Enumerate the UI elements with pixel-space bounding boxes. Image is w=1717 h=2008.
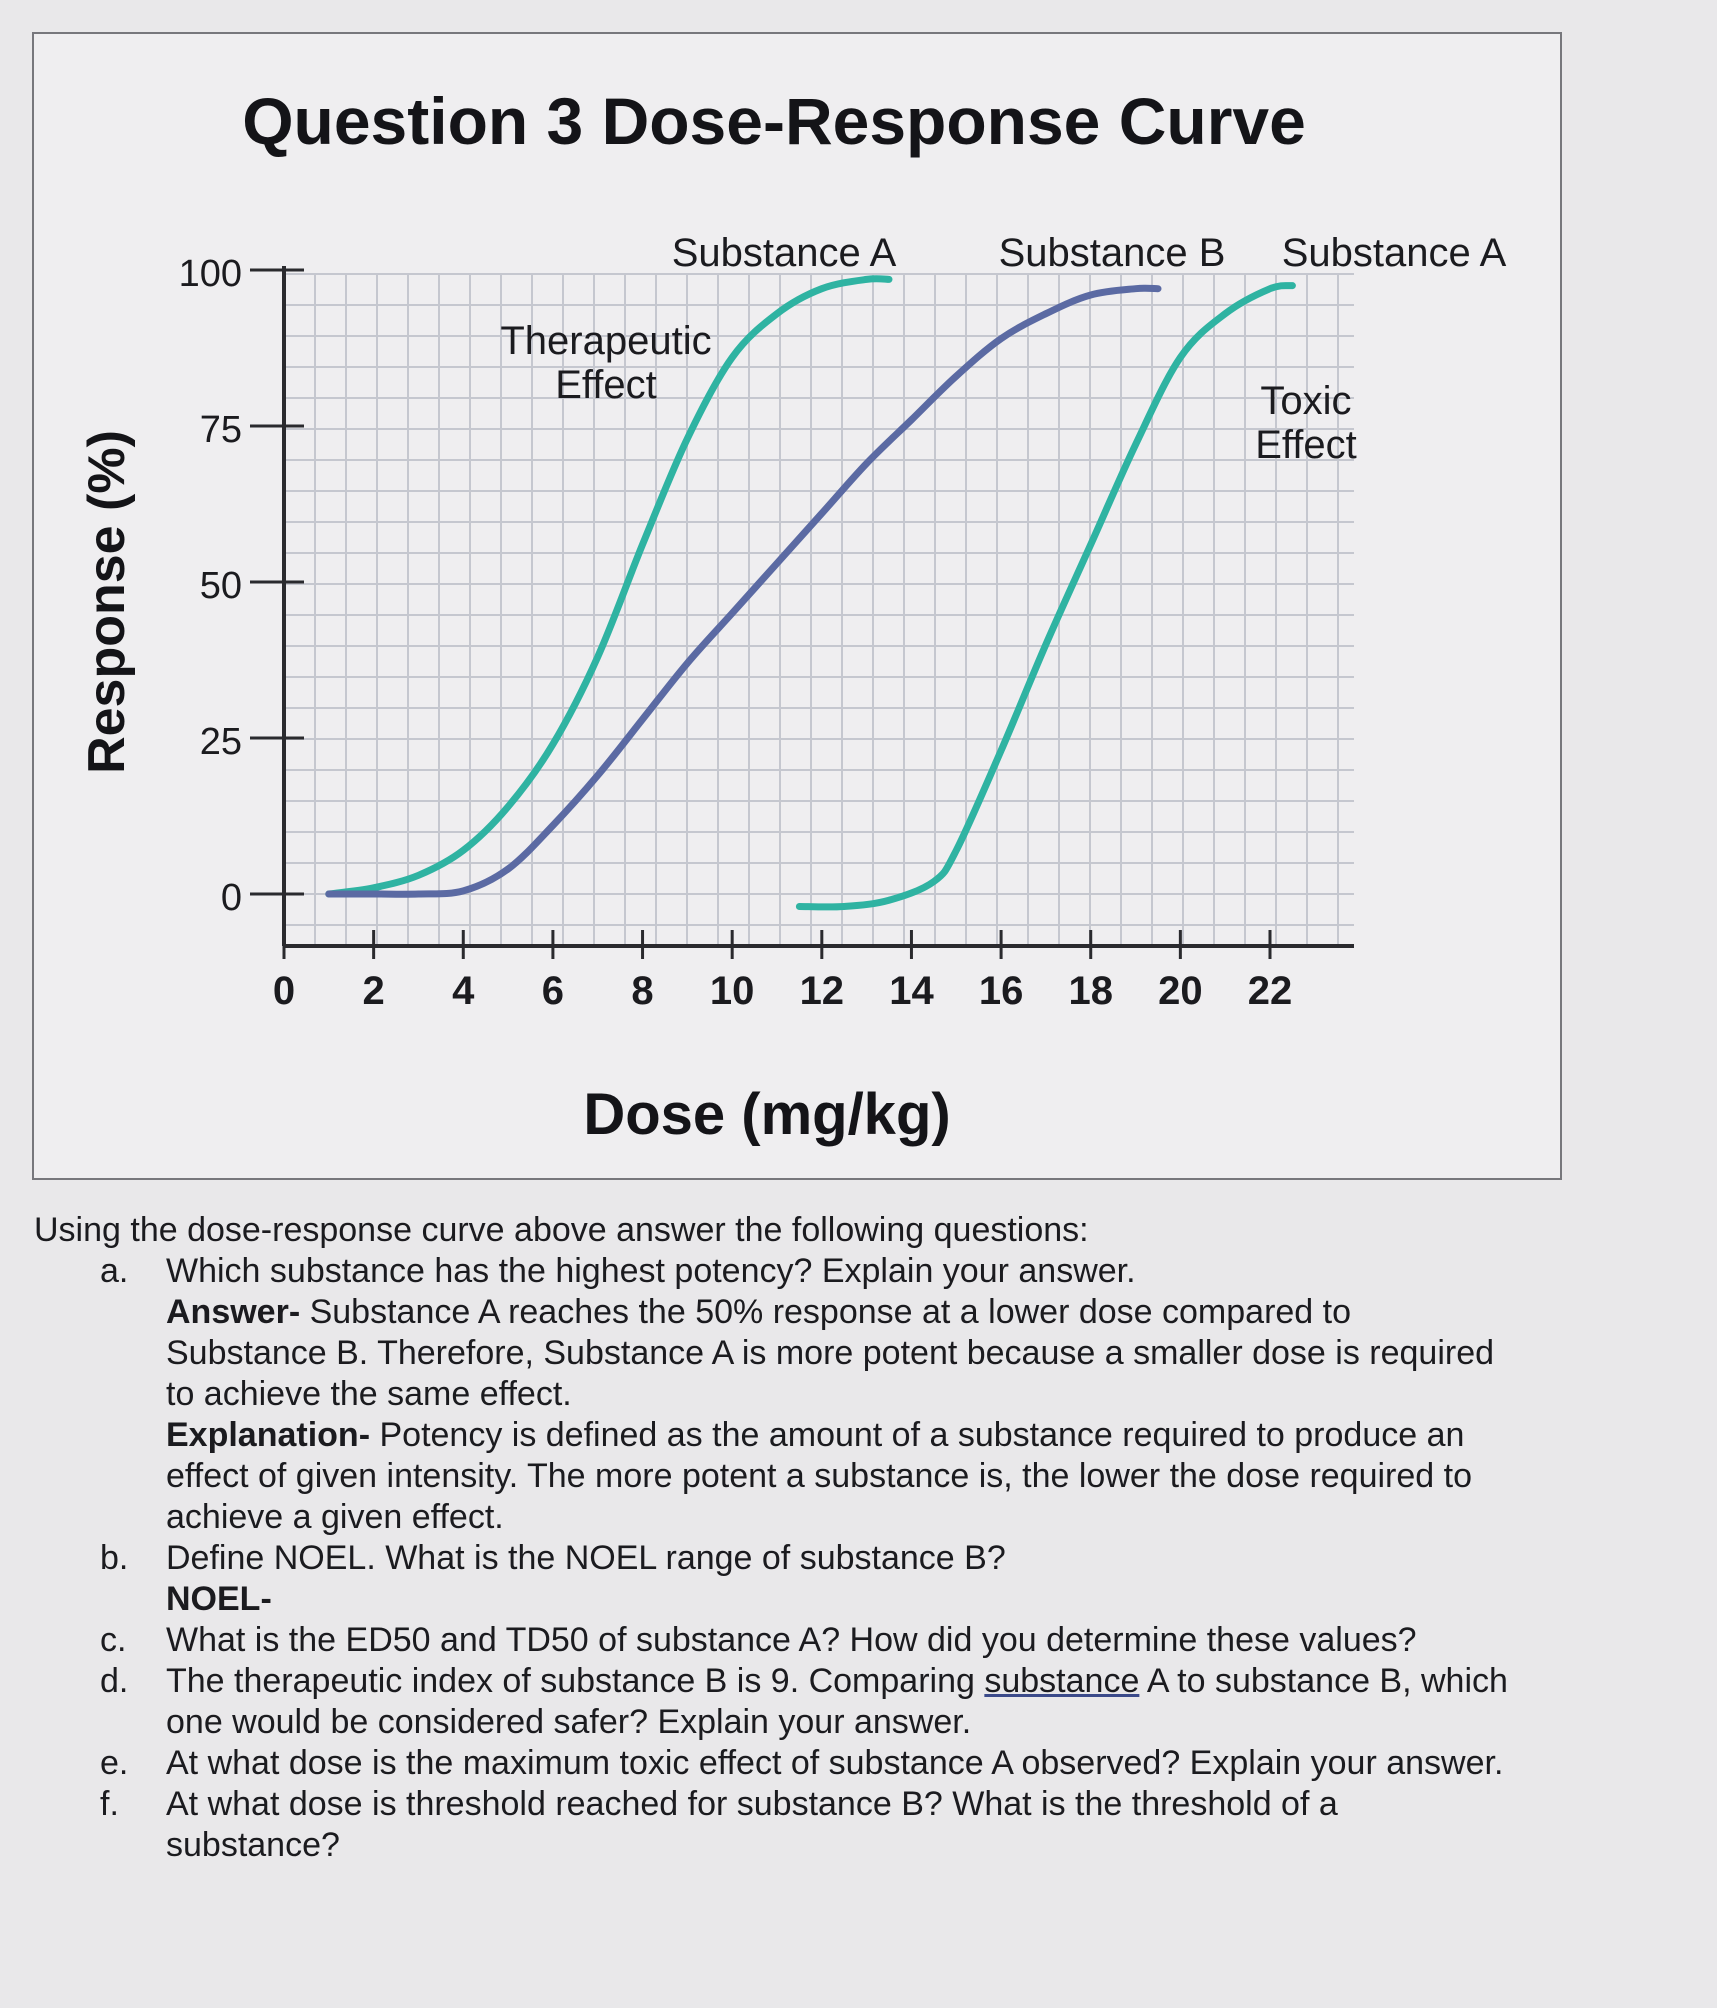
x-tick-label: 22 <box>1248 969 1293 1013</box>
bold-lead-in: NOEL- <box>166 1580 272 1618</box>
y-tick-label: 100 <box>179 253 242 295</box>
question-block: Using the dose-response curve above answ… <box>34 1210 1694 1866</box>
question-item: e. At what dose is the maximum toxic effe… <box>34 1743 1694 1784</box>
x-tick-label: 4 <box>452 969 475 1013</box>
question-item: c. What is the ED50 and TD50 of substance… <box>34 1620 1694 1661</box>
y-tick-label: 50 <box>200 565 242 607</box>
x-tick-label: 8 <box>631 969 653 1013</box>
annotation-label: Toxic <box>1260 379 1351 423</box>
chart-labels: Question 3 Dose-Response Curve Dose (mg/k… <box>78 84 1507 1147</box>
underlined-word: substance <box>984 1662 1140 1700</box>
x-axis-label: Dose (mg/kg) <box>583 1082 950 1147</box>
question-line: Define NOEL. What is the NOEL range of s… <box>166 1539 1006 1577</box>
series-name-label: Substance A <box>1282 231 1507 275</box>
x-tick-label: 16 <box>979 969 1024 1013</box>
question-line: What is the ED50 and TD50 of substance A… <box>166 1621 1417 1659</box>
question-line: Answer- Substance A reaches the 50% resp… <box>166 1293 1352 1331</box>
y-axis-label: Response (%) <box>78 430 136 774</box>
x-tick-label: 0 <box>273 969 295 1013</box>
grid <box>283 273 1354 948</box>
question-item: a. Which substance has the highest potenc… <box>34 1251 1694 1538</box>
question-line: At what dose is threshold reached for su… <box>166 1785 1338 1823</box>
y-tick-label: 25 <box>200 721 242 763</box>
series-line-substance-a-toxic <box>795 282 1296 911</box>
y-tick-label: 75 <box>200 409 242 451</box>
annotation-label: Therapeutic <box>500 319 711 363</box>
bold-lead-in: Explanation- <box>166 1416 371 1454</box>
question-line: substance? <box>166 1826 340 1864</box>
question-item: f. At what dose is threshold reached for … <box>34 1784 1694 1866</box>
question-list: a. Which substance has the highest potenc… <box>34 1251 1694 1866</box>
x-tick-label: 2 <box>363 969 385 1013</box>
annotation-label: Effect <box>1255 423 1357 467</box>
question-line: Explanation- Potency is defined as the a… <box>166 1416 1465 1454</box>
chart-title: Question 3 Dose-Response Curve <box>242 84 1306 158</box>
series-line-substance-b <box>325 284 1162 898</box>
axes: 0 25 50 75 100 0 2 4 6 8 10 12 14 16 18 20 22 <box>179 253 1354 1013</box>
series-lines <box>325 275 1296 911</box>
series-name-label: Substance A <box>672 231 897 275</box>
question-marker: f. <box>100 1785 119 1823</box>
figure-frame: 0 25 50 75 100 0 2 4 6 8 10 12 14 16 18 20 22 Question 3… <box>32 32 1562 1180</box>
question-line: At what dose is the maximum toxic effect… <box>166 1744 1504 1782</box>
questions-intro: Using the dose-response curve above answ… <box>34 1211 1089 1249</box>
question-item: d. The therapeutic index of substance B i… <box>34 1661 1694 1743</box>
x-tick-label: 10 <box>710 969 755 1013</box>
question-line: to achieve the same effect. <box>166 1375 572 1413</box>
question-item: b. Define NOEL. What is the NOEL range of… <box>34 1538 1694 1620</box>
question-line: Substance B. Therefore, Substance A is m… <box>166 1334 1495 1372</box>
series-line-substance-a-therapeutic <box>325 275 893 898</box>
x-tick-label: 18 <box>1068 969 1113 1013</box>
dose-response-chart: 0 25 50 75 100 0 2 4 6 8 10 12 14 16 18 20 22 Question 3… <box>78 84 1507 1147</box>
question-marker: d. <box>100 1662 129 1700</box>
question-line: NOEL- <box>166 1579 1694 1620</box>
question-marker: e. <box>100 1744 129 1782</box>
question-marker: b. <box>100 1539 129 1577</box>
question-line: effect of given intensity. The more pote… <box>166 1457 1472 1495</box>
y-tick-label: 0 <box>221 877 242 919</box>
x-tick-label: 20 <box>1158 969 1203 1013</box>
question-marker: a. <box>100 1252 129 1290</box>
x-tick-label: 12 <box>800 969 845 1013</box>
question-line: Which substance has the highest potency?… <box>166 1252 1136 1290</box>
question-marker: c. <box>100 1621 127 1659</box>
question-line: one would be considered safer? Explain y… <box>166 1703 972 1741</box>
annotation-label: Effect <box>555 363 657 407</box>
series-name-label: Substance B <box>999 231 1226 275</box>
question-line: achieve a given effect. <box>166 1498 504 1536</box>
bold-lead-in: Answer- <box>166 1293 301 1331</box>
question-line: The therapeutic index of substance B is … <box>166 1662 1508 1700</box>
x-tick-label: 6 <box>542 969 564 1013</box>
x-tick-label: 14 <box>889 969 934 1013</box>
